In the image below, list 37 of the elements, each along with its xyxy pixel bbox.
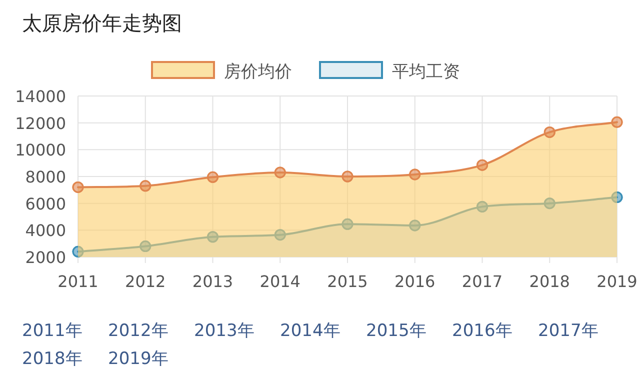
- text: 2017年: [538, 320, 600, 343]
- point: [72, 181, 84, 193]
- y-tick-label: 8000: [25, 168, 66, 186]
- y-tick-label: 12000: [15, 114, 66, 133]
- y-tick-label: 14000: [15, 87, 66, 106]
- y-tick-label: 6000: [25, 194, 66, 214]
- point: [611, 116, 623, 128]
- point: [342, 170, 354, 182]
- x-tick-label: 2012: [125, 272, 166, 291]
- point: [207, 171, 218, 183]
- legend-label: 房价均价: [224, 62, 292, 82]
- text: 2014年: [280, 320, 342, 343]
- point: [409, 168, 421, 180]
- x-tick-label: 2014: [260, 272, 300, 291]
- x-tick-label: 2011: [58, 272, 98, 291]
- y-tick-label: 4000: [25, 221, 66, 240]
- x-tick-label: 2017: [462, 272, 503, 291]
- x-tick-label: 2016: [394, 272, 436, 291]
- y-tick-label: 2000: [25, 248, 66, 267]
- point: [476, 159, 488, 171]
- chart-title: 太原房价年走势图: [22, 11, 182, 35]
- text: 2016年: [452, 320, 514, 343]
- x-tick-label: 2013: [192, 272, 234, 291]
- point: [140, 180, 152, 192]
- text: 2018年: [22, 348, 84, 371]
- text: 2015年: [366, 320, 428, 343]
- y-tick-label: 10000: [15, 140, 66, 160]
- legend-label: 平均工资: [392, 62, 460, 82]
- x-tick-label: 2015: [327, 272, 368, 291]
- point: [544, 126, 556, 138]
- text: 2012年: [108, 320, 170, 343]
- x-tick-label: 2019: [596, 272, 638, 291]
- text: 2019年: [108, 348, 170, 371]
- point: [274, 166, 286, 178]
- x-tick-label: 2018: [529, 272, 570, 291]
- text: 2011年: [22, 320, 84, 343]
- text: 2013年: [194, 320, 256, 343]
